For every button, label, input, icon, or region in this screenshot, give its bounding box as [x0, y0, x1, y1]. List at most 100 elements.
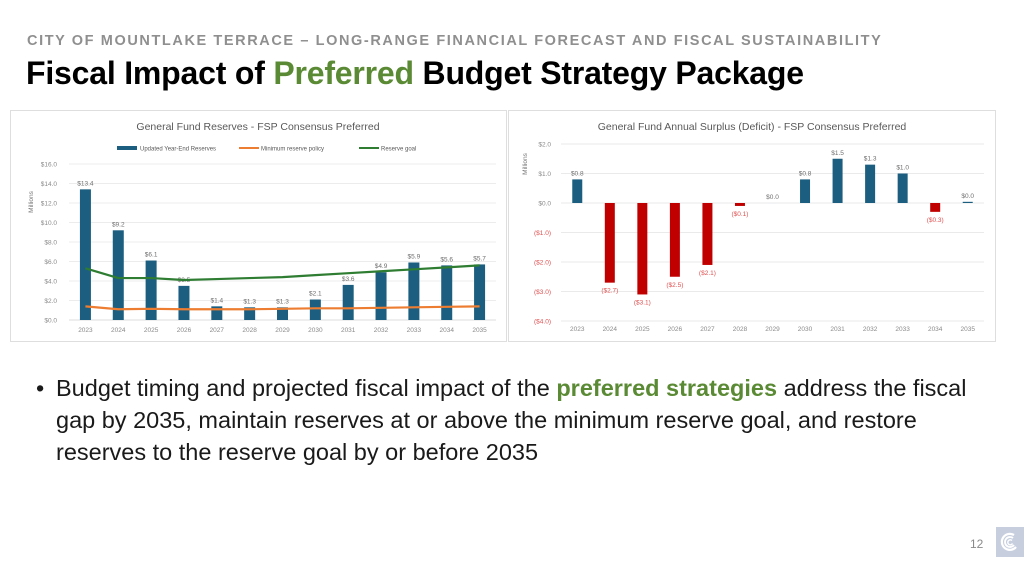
data-label-reserves: $9.2 — [112, 221, 125, 228]
bar-surplus-2032 — [865, 164, 876, 203]
logo-swirl-icon — [1000, 532, 1017, 551]
y-tick-label: ($4.0) — [534, 319, 551, 326]
reserves-chart: General Fund Reserves - FSP Consensus Pr… — [28, 121, 496, 334]
y-tick-label: ($1.0) — [534, 230, 551, 237]
y-tick-label: $0.0 — [538, 201, 551, 208]
bar-surplus-2024 — [604, 203, 615, 283]
data-label-surplus: $0.0 — [766, 194, 779, 201]
slide-title: Fiscal Impact of Preferred Budget Strate… — [26, 55, 804, 92]
x-tick-label: 2028 — [242, 327, 257, 334]
bar-surplus-2026 — [669, 203, 680, 277]
x-tick-label: 2029 — [765, 326, 780, 333]
surplus-chart: General Fund Annual Surplus (Deficit) - … — [522, 121, 984, 333]
bar-surplus-2035 — [962, 201, 973, 203]
data-label-surplus: $0.0 — [961, 193, 974, 200]
bullet-point: • Budget timing and projected fiscal imp… — [36, 372, 986, 468]
bar-reserves-2029 — [277, 307, 288, 320]
legend-label-goal: Reserve goal — [381, 147, 416, 153]
data-label-reserves: $5.7 — [473, 255, 486, 262]
data-label-surplus: ($0.3) — [927, 217, 944, 224]
y-tick-label: $12.0 — [41, 201, 58, 208]
bar-surplus-2030 — [800, 179, 811, 203]
x-tick-label: 2033 — [407, 327, 422, 334]
bar-reserves-2025 — [145, 260, 157, 320]
chart-title: General Fund Annual Surplus (Deficit) - … — [598, 121, 907, 133]
city-logo-icon — [996, 527, 1024, 557]
y-tick-label: $6.0 — [44, 259, 57, 266]
reserves-chart-panel: General Fund Reserves - FSP Consensus Pr… — [10, 110, 507, 342]
bar-surplus-2025 — [637, 203, 648, 295]
surplus-chart-panel: General Fund Annual Surplus (Deficit) - … — [508, 110, 996, 342]
x-tick-label: 2028 — [733, 326, 748, 333]
data-label-reserves: $4.9 — [375, 263, 388, 270]
bullet-text: Budget timing and projected fiscal impac… — [56, 372, 986, 468]
x-tick-label: 2034 — [928, 326, 943, 333]
bullet-text-part2: address the fiscal gap by 2035, maintain… — [56, 375, 967, 465]
x-tick-label: 2035 — [472, 327, 487, 334]
x-tick-label: 2030 — [308, 327, 323, 334]
x-tick-label: 2026 — [668, 326, 683, 333]
x-tick-label: 2027 — [700, 326, 715, 333]
x-tick-label: 2025 — [635, 326, 650, 333]
bar-reserves-2030 — [309, 299, 321, 320]
bullet-dot-icon: • — [36, 375, 45, 401]
bar-surplus-2027 — [702, 203, 713, 265]
y-tick-label: $16.0 — [41, 162, 58, 169]
data-label-reserves: $13.4 — [77, 180, 94, 187]
data-label-reserves: $2.1 — [309, 291, 322, 298]
bar-surplus-2028 — [734, 203, 745, 206]
data-label-reserves: $6.1 — [145, 252, 158, 259]
legend-label-minimum: Minimum reserve policy — [261, 147, 324, 153]
bullet-text-part1: Budget timing and projected fiscal impac… — [56, 375, 557, 401]
y-tick-label: $10.0 — [41, 220, 58, 227]
data-label-reserves: $3.6 — [342, 276, 355, 283]
data-label-reserves: $1.3 — [276, 298, 289, 305]
bar-surplus-2033 — [897, 173, 908, 203]
y-axis-label: Millions — [28, 190, 35, 212]
x-tick-label: 2026 — [177, 327, 192, 334]
bar-reserves-2026 — [178, 285, 190, 320]
line-minimum-reserve-policy — [85, 305, 480, 311]
bar-reserves-2034 — [441, 265, 453, 320]
x-tick-label: 2031 — [341, 327, 356, 334]
bar-reserves-2032 — [375, 272, 387, 320]
x-tick-label: 2035 — [960, 326, 975, 333]
y-axis-label: Millions — [522, 152, 529, 174]
data-label-surplus: $0.8 — [799, 170, 812, 177]
page-number: 12 — [970, 537, 984, 551]
x-tick-label: 2025 — [144, 327, 159, 334]
bar-reserves-2031 — [342, 284, 354, 320]
data-label-surplus: $1.3 — [864, 156, 877, 163]
data-label-surplus: ($3.1) — [634, 299, 651, 306]
bar-reserves-2024 — [112, 230, 124, 320]
y-tick-label: ($3.0) — [534, 289, 551, 296]
bar-reserves-2027 — [211, 306, 223, 320]
bar-reserves-2023 — [79, 189, 91, 320]
bar-reserves-2035 — [474, 264, 486, 320]
data-label-surplus: $1.5 — [831, 150, 844, 157]
data-label-surplus: ($2.7) — [601, 288, 618, 295]
data-label-surplus: $0.8 — [571, 170, 584, 177]
y-tick-label: $14.0 — [41, 181, 58, 188]
x-tick-label: 2023 — [78, 327, 93, 334]
data-label-reserves: $5.6 — [440, 256, 453, 263]
x-tick-label: 2032 — [374, 327, 389, 334]
chart-title: General Fund Reserves - FSP Consensus Pr… — [136, 121, 379, 133]
data-label-surplus: ($2.5) — [666, 282, 683, 289]
slide-kicker: CITY OF MOUNTLAKE TERRACE – LONG-RANGE F… — [27, 33, 883, 49]
title-accent: Preferred — [273, 55, 414, 91]
data-label-reserves: $5.9 — [408, 253, 421, 260]
bar-surplus-2023 — [572, 179, 583, 203]
bar-reserves-2033 — [408, 262, 420, 320]
data-label-reserves: $1.3 — [243, 298, 256, 305]
title-part2: Budget Strategy Package — [413, 55, 805, 91]
y-tick-label: $2.0 — [44, 298, 57, 305]
y-tick-label: $2.0 — [538, 142, 551, 149]
title-part1: Fiscal Impact of — [26, 55, 274, 91]
data-label-surplus: ($0.1) — [731, 211, 748, 218]
data-label-reserves: $1.4 — [210, 297, 223, 304]
x-tick-label: 2030 — [798, 326, 813, 333]
x-tick-label: 2033 — [895, 326, 910, 333]
x-tick-label: 2032 — [863, 326, 878, 333]
bullet-text-accent: preferred strategies — [556, 375, 778, 401]
